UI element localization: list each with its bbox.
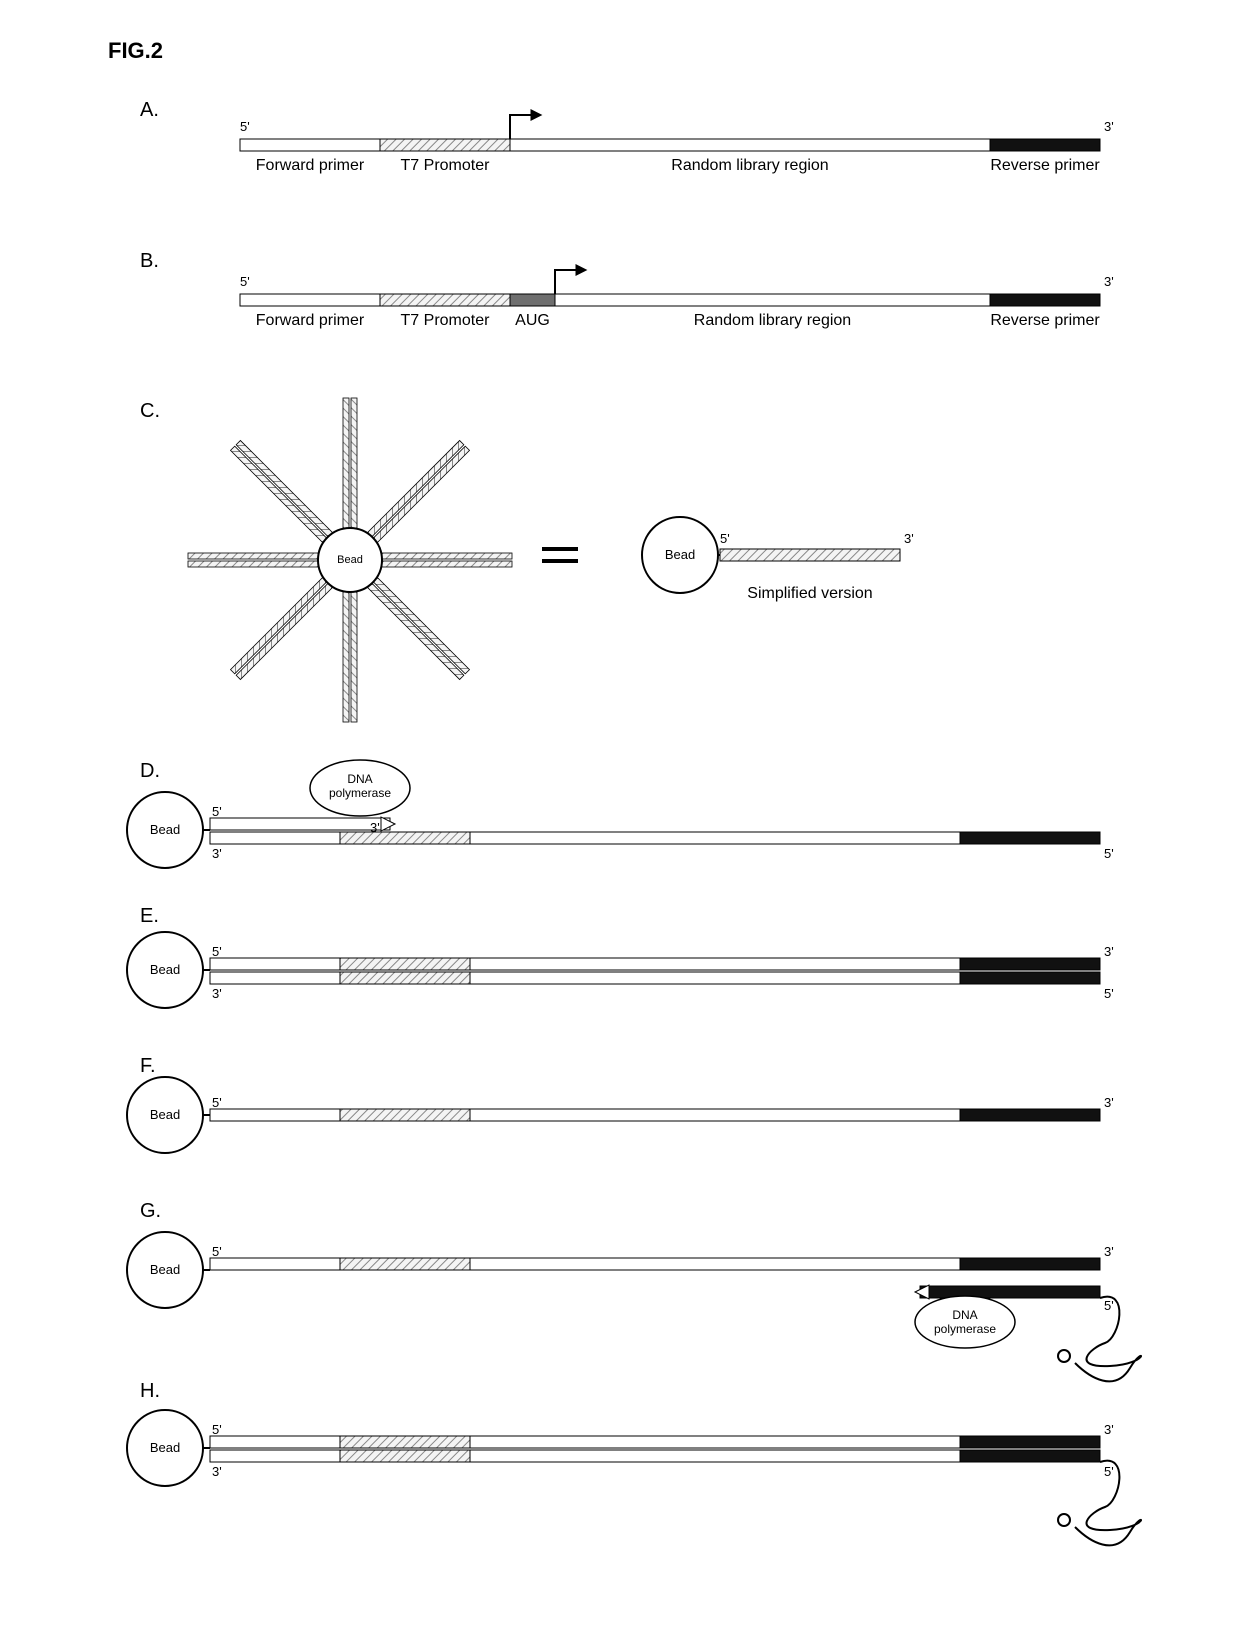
five-prime: 5'	[212, 804, 222, 819]
reverse-primer-label: Reverse primer	[925, 312, 1165, 330]
five-prime: 5'	[1104, 846, 1114, 861]
bead-label: Bead	[45, 1107, 285, 1122]
five-prime: 5'	[720, 531, 730, 546]
label: 3'	[1104, 944, 1114, 959]
label: 5'	[212, 1095, 222, 1110]
label: 5'	[212, 1422, 222, 1437]
bead-label: Bead	[230, 554, 470, 566]
random-region-label: Random library region	[630, 157, 870, 175]
label: 5'	[1104, 1464, 1114, 1479]
diagram-svg	[0, 0, 1240, 1631]
three-prime: 3'	[212, 846, 222, 861]
label: 5'	[212, 1244, 222, 1259]
simplified-caption: Simplified version	[690, 585, 930, 603]
three-prime: 3'	[904, 531, 914, 546]
bead-label: Bead	[45, 1440, 285, 1455]
t7-promoter-label: T7 Promoter	[325, 157, 565, 175]
dna-polymerase-label: DNA	[240, 772, 480, 786]
label: 3'	[212, 986, 222, 1001]
bead-label: Bead	[45, 822, 285, 837]
label: 5'	[212, 944, 222, 959]
bead-label: Bead	[45, 1262, 285, 1277]
three-prime: 3'	[370, 820, 380, 835]
bead-label: Bead	[45, 962, 285, 977]
dna-polymerase-label: polymerase	[845, 1322, 1085, 1336]
three-prime: 3'	[1104, 274, 1114, 289]
aug-label: AUG	[413, 312, 653, 330]
bead-label: Bead	[560, 547, 800, 562]
dna-polymerase-label: polymerase	[240, 786, 480, 800]
dna-polymerase-label: DNA	[845, 1308, 1085, 1322]
reverse-primer-label: Reverse primer	[925, 157, 1165, 175]
label: 3'	[1104, 1422, 1114, 1437]
label: 5'	[1104, 986, 1114, 1001]
label: 3'	[212, 1464, 222, 1479]
three-prime: 3'	[1104, 119, 1114, 134]
five-prime: 5'	[240, 119, 250, 134]
label: 5'	[1104, 1298, 1114, 1313]
label: 3'	[1104, 1095, 1114, 1110]
random-region-label: Random library region	[653, 312, 893, 330]
label: 3'	[1104, 1244, 1114, 1259]
five-prime: 5'	[240, 274, 250, 289]
